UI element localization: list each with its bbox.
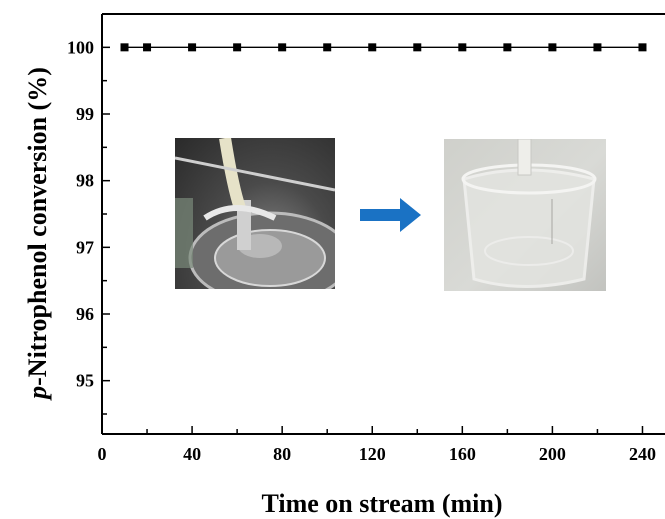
flow-reactor-icon [175,138,335,289]
y-axis-title: p-Nitrophenol conversion (%) [23,67,52,401]
x-tick-label: 240 [629,444,656,464]
data-point [593,43,602,52]
y-ticks: 95 96 97 98 99 100 [67,37,110,415]
right-arrow-icon [360,198,421,232]
data-point [413,43,422,52]
x-ticks: 0 40 80 120 160 200 240 [98,426,656,464]
y-axis-title-italic: p [23,386,52,401]
data-point [188,43,197,52]
data-point [548,43,557,52]
y-tick-label: 97 [76,237,94,257]
data-point [503,43,512,52]
y-tick-label: 100 [67,37,94,57]
data-point [233,43,242,52]
data-point [143,43,152,52]
plot-frame [101,13,665,435]
data-point [638,43,647,52]
data-point [278,43,287,52]
x-tick-label: 120 [359,444,386,464]
data-point [458,43,467,52]
x-tick-label: 40 [183,444,201,464]
series [120,43,647,52]
x-tick-label: 160 [449,444,476,464]
y-tick-label: 96 [76,304,94,324]
data-point [120,43,129,52]
y-tick-label: 95 [76,371,94,391]
x-axis-title: Time on stream (min) [262,489,503,518]
beaker-icon [461,139,597,288]
data-point [368,43,377,52]
x-tick-label: 80 [273,444,291,464]
flow-reactor-photo [175,138,335,289]
y-axis-title-rest: -Nitrophenol conversion (%) [23,67,52,386]
beaker-photo [444,139,606,291]
x-tick-label: 0 [98,444,107,464]
y-tick-label: 99 [76,104,94,124]
y-tick-label: 98 [76,171,94,191]
data-point [323,43,332,52]
x-tick-label: 200 [539,444,566,464]
